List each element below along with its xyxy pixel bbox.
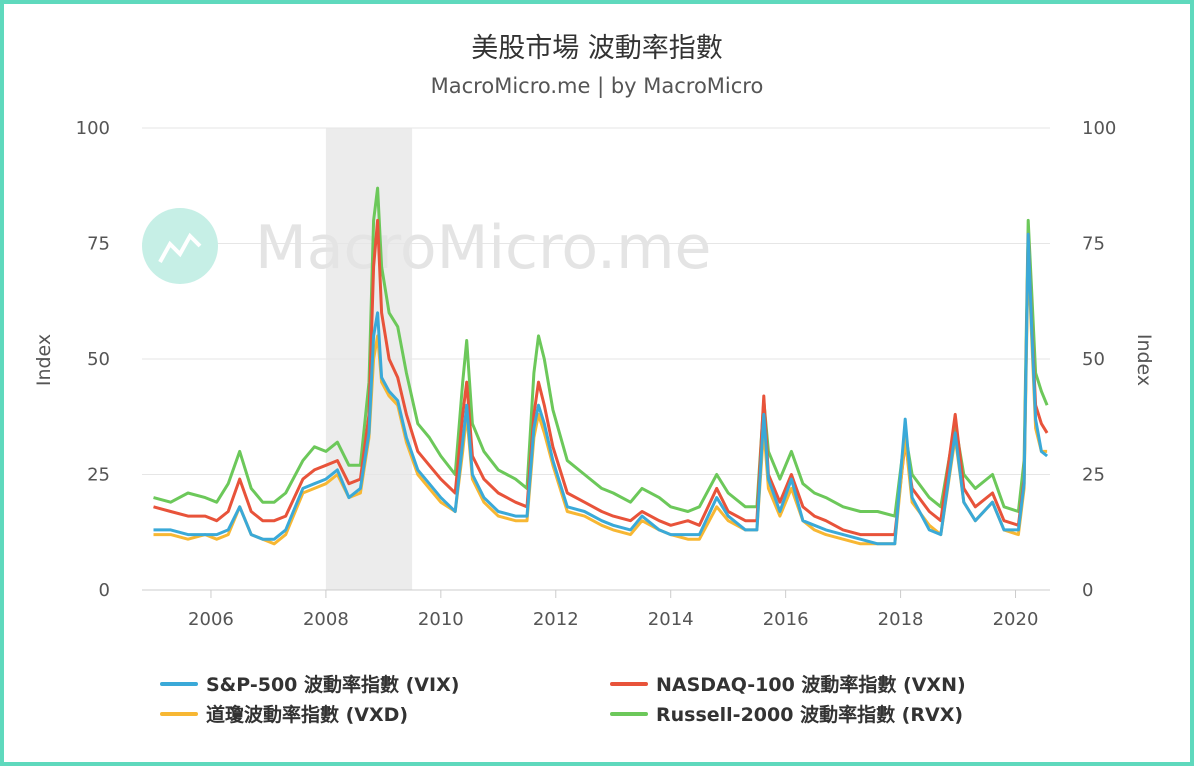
x-tick-label: 2006 bbox=[188, 609, 234, 630]
chart-title: 美股市場 波動率指數 bbox=[471, 33, 723, 64]
legend-label: S&P-500 波動率指數 (VIX) bbox=[206, 673, 459, 696]
y-tick-label: 25 bbox=[87, 465, 110, 486]
watermark-text: MacroMicro.me bbox=[255, 213, 711, 283]
x-tick-label: 2014 bbox=[648, 609, 694, 630]
legend-label: Russell-2000 波動率指數 (RVX) bbox=[656, 703, 963, 726]
watermark-logo-line-icon bbox=[158, 232, 202, 263]
x-axis: 2006 2008 2010 2012 2014 2016 2018 2020 bbox=[188, 590, 1038, 630]
series-line bbox=[153, 218, 1049, 537]
y-tick-label: 100 bbox=[1082, 118, 1116, 139]
watermark: MacroMicro.me bbox=[142, 208, 711, 284]
series-line bbox=[153, 186, 1049, 518]
x-tick-label: 2010 bbox=[418, 609, 464, 630]
legend-label: NASDAQ-100 波動率指數 (VXN) bbox=[656, 673, 966, 696]
watermark-logo-icon bbox=[142, 208, 218, 284]
y-axis-right-label: Index bbox=[1133, 334, 1155, 386]
y-tick-label: 25 bbox=[1082, 465, 1105, 486]
y-tick-label: 50 bbox=[87, 349, 110, 370]
y-tick-label: 0 bbox=[99, 580, 110, 601]
y-axis-left: 0 25 50 75 100 bbox=[76, 118, 110, 601]
y-axis-right: 0 25 50 75 100 bbox=[1082, 118, 1116, 601]
y-tick-label: 75 bbox=[87, 234, 110, 255]
y-axis-left-label: Index bbox=[33, 334, 55, 386]
grid-lines bbox=[142, 127, 1050, 591]
series-line bbox=[153, 232, 1049, 546]
y-tick-label: 0 bbox=[1082, 580, 1093, 601]
x-tick-label: 2008 bbox=[303, 609, 349, 630]
chart-subtitle: MacroMicro.me | by MacroMicro bbox=[430, 74, 764, 98]
series-lines bbox=[153, 186, 1049, 546]
y-tick-label: 100 bbox=[76, 118, 110, 139]
x-tick-label: 2012 bbox=[533, 609, 579, 630]
x-tick-label: 2020 bbox=[993, 609, 1039, 630]
x-tick-label: 2018 bbox=[878, 609, 924, 630]
y-tick-label: 75 bbox=[1082, 234, 1105, 255]
y-tick-label: 50 bbox=[1082, 349, 1105, 370]
x-tick-label: 2016 bbox=[763, 609, 809, 630]
legend-label: 道瓊波動率指數 (VXD) bbox=[206, 703, 408, 726]
legend: S&P-500 波動率指數 (VIX) NASDAQ-100 波動率指數 (VXN… bbox=[160, 673, 966, 726]
